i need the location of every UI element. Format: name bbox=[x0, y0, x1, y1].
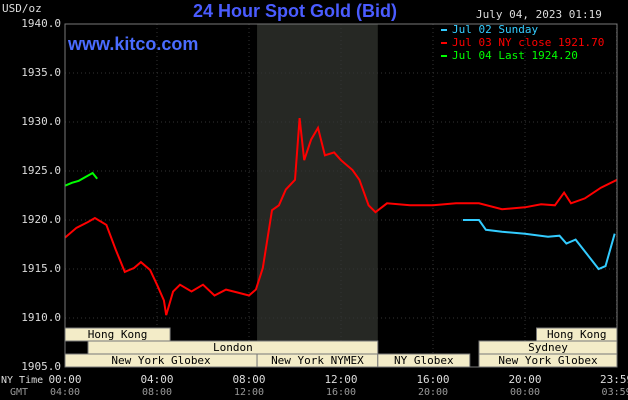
x-tick-label: 04:00 bbox=[140, 373, 173, 386]
gmt-tick-label: 08:00 bbox=[142, 387, 172, 398]
x-tick-label: 20:00 bbox=[508, 373, 541, 386]
session-label: New York NYMEX bbox=[271, 354, 364, 367]
y-tick-label: 1915.0 bbox=[21, 262, 61, 275]
y-tick-label: 1920.0 bbox=[21, 213, 61, 226]
series-line bbox=[64, 171, 98, 187]
y-tick-label: 1905.0 bbox=[21, 360, 61, 373]
legend-label: Jul 04 Last 1924.20 bbox=[452, 49, 578, 62]
session-label: NY Globex bbox=[394, 354, 454, 367]
gmt-tick-label: 03:59 bbox=[602, 387, 628, 398]
y-tick-label: 1935.0 bbox=[21, 66, 61, 79]
gmt-tick-label: 20:00 bbox=[418, 387, 448, 398]
session-label: London bbox=[213, 341, 253, 354]
y-tick-label: 1925.0 bbox=[21, 164, 61, 177]
plot-frame bbox=[64, 23, 618, 368]
session-label: New York Globex bbox=[498, 354, 598, 367]
y-tick-label: 1940.0 bbox=[21, 17, 61, 30]
gmt-tick-label: 00:00 bbox=[510, 387, 540, 398]
x-axis-label: NY Time bbox=[1, 375, 43, 386]
gmt-tick-label: 16:00 bbox=[326, 387, 356, 398]
y-tick-label: 1930.0 bbox=[21, 115, 61, 128]
x-tick-label: 08:00 bbox=[232, 373, 265, 386]
gmt-tick-label: 04:00 bbox=[50, 387, 80, 398]
chart-title: 24 Hour Spot Gold (Bid) bbox=[193, 1, 397, 21]
session-label: Hong Kong bbox=[88, 328, 148, 341]
gmt-tick-label: 12:00 bbox=[234, 387, 264, 398]
x2-axis-label: GMT bbox=[10, 387, 28, 398]
legend-label: Jul 03 NY close 1921.70 bbox=[452, 36, 604, 49]
timestamp: July 04, 2023 01:19 bbox=[476, 8, 602, 21]
x-tick-label: 12:00 bbox=[324, 373, 357, 386]
series-line bbox=[64, 117, 618, 316]
series-line bbox=[462, 219, 616, 271]
watermark: www.kitco.com bbox=[67, 34, 198, 54]
y-tick-label: 1910.0 bbox=[21, 311, 61, 324]
legend-label: Jul 02 Sunday bbox=[452, 23, 538, 36]
highlight-band bbox=[257, 24, 378, 367]
session-label: Sydney bbox=[528, 341, 568, 354]
x-tick-label: 00:00 bbox=[48, 373, 81, 386]
y-axis-label: USD/oz bbox=[2, 2, 42, 15]
session-label: Hong Kong bbox=[547, 328, 607, 341]
session-label: New York Globex bbox=[111, 354, 211, 367]
x-tick-label: 23:59 bbox=[600, 373, 628, 386]
x-tick-label: 16:00 bbox=[416, 373, 449, 386]
